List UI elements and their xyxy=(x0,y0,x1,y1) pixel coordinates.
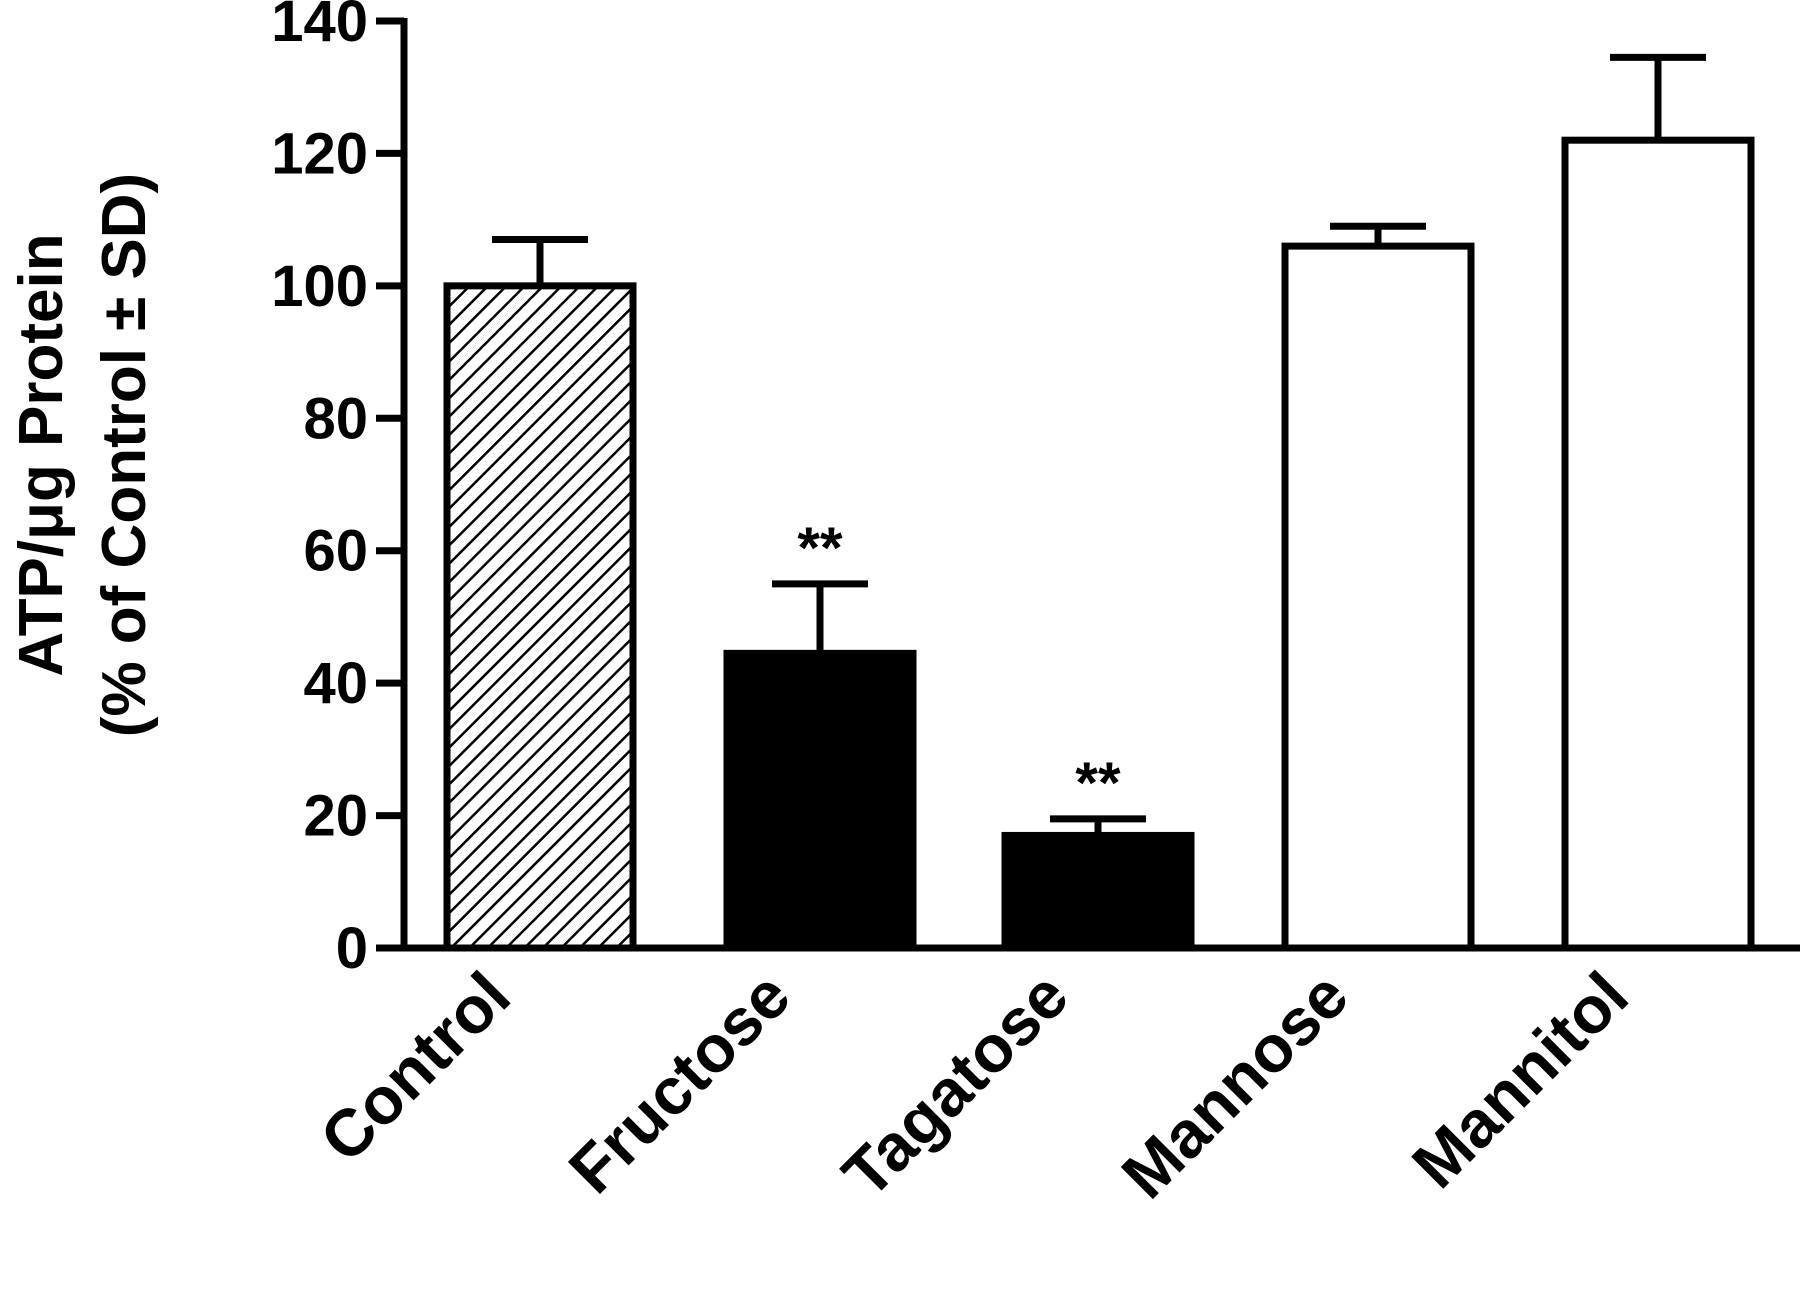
bar-control xyxy=(443,282,637,952)
y-tick-label: 140 xyxy=(271,0,368,54)
y-axis-label-line2: (% of Control ± SD) xyxy=(90,173,159,737)
y-tick-label: 60 xyxy=(303,519,368,584)
y-axis-label: ATP/μg Protein (% of Control ± SD) xyxy=(7,173,159,737)
category-labels: Control Fructose Tagatose Mannose Mannitol xyxy=(306,958,1642,1213)
y-axis-label-line1: ATP/μg Protein xyxy=(7,233,76,676)
y-tick-label: 100 xyxy=(271,254,368,319)
bars xyxy=(443,136,1755,952)
y-tick-label: 80 xyxy=(303,386,368,451)
bar-mannitol xyxy=(1561,136,1755,952)
y-tick-label: 120 xyxy=(271,121,368,186)
category-label-mannitol: Mannitol xyxy=(1398,958,1642,1202)
y-tick-label: 20 xyxy=(303,784,368,849)
category-label-fructose: Fructose xyxy=(554,958,803,1207)
category-label-tagatose: Tagatose xyxy=(828,958,1082,1212)
significance-annotations: ** ** xyxy=(797,516,1121,816)
category-label-mannose: Mannose xyxy=(1107,958,1362,1213)
error-bars xyxy=(492,53,1706,836)
category-label-control: Control xyxy=(306,958,524,1176)
y-tick-label: 0 xyxy=(336,916,368,981)
bar-tagatose xyxy=(1001,831,1195,952)
y-axis-ticks: 0 20 40 60 80 100 120 140 xyxy=(271,0,404,981)
significance-tagatose: ** xyxy=(1075,751,1121,816)
y-tick-label: 40 xyxy=(303,651,368,716)
bar-fructose xyxy=(723,649,917,952)
bar-mannose xyxy=(1281,242,1475,952)
significance-fructose: ** xyxy=(797,516,843,581)
